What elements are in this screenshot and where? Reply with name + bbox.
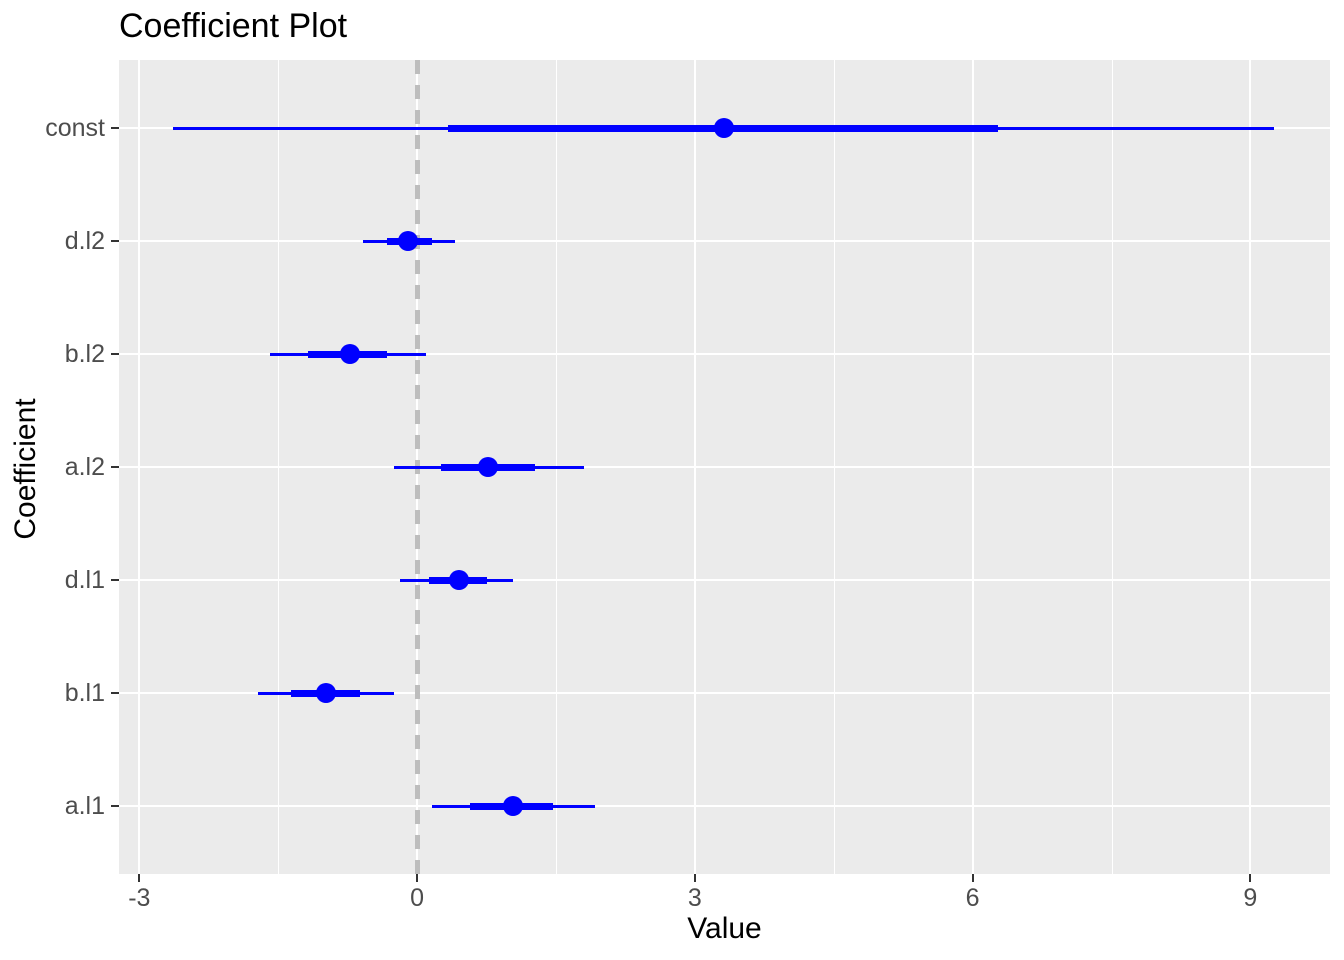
gridline-major-horizontal <box>119 352 1330 355</box>
gridline-major-horizontal <box>119 466 1330 468</box>
x-tick-mark <box>1249 874 1252 882</box>
gridline-major-horizontal <box>119 692 1330 695</box>
plot-panel <box>119 60 1330 874</box>
estimate-point <box>397 230 418 251</box>
y-tick-mark <box>111 352 119 355</box>
gridline-major-horizontal <box>119 579 1330 582</box>
x-tick-label: -3 <box>128 884 151 912</box>
y-tick-mark <box>111 805 119 808</box>
y-tick-label: a.l1 <box>64 792 105 821</box>
y-axis-label: Coefficient <box>9 398 42 540</box>
y-tick-label: a.l2 <box>64 453 105 481</box>
y-tick-label: d.l1 <box>64 566 105 595</box>
estimate-point <box>503 796 524 817</box>
y-tick-mark <box>111 239 119 242</box>
y-tick-mark <box>111 126 119 129</box>
plot-title: Coefficient Plot <box>119 7 348 45</box>
x-tick-label: 3 <box>687 884 702 912</box>
y-tick-mark <box>111 579 119 582</box>
gridline-major-horizontal <box>119 239 1330 242</box>
gridline-major-horizontal <box>119 805 1330 808</box>
y-tick-label: d.l2 <box>64 226 105 255</box>
estimate-point <box>478 457 499 477</box>
y-tick-label: b.l2 <box>64 339 105 368</box>
x-tick-label: 9 <box>1243 884 1258 912</box>
y-tick-mark <box>111 466 119 468</box>
x-tick-mark <box>416 874 419 882</box>
estimate-point <box>448 570 469 591</box>
estimate-point <box>339 343 360 364</box>
estimate-point <box>713 117 734 138</box>
estimate-point <box>316 683 337 704</box>
x-tick-label: 0 <box>410 884 425 912</box>
x-axis-label: Value <box>687 912 762 945</box>
y-tick-label: b.l1 <box>64 679 105 708</box>
y-tick-label: const <box>45 113 105 142</box>
y-tick-mark <box>111 692 119 695</box>
x-tick-mark <box>693 874 696 882</box>
x-tick-label: 6 <box>965 884 980 912</box>
x-tick-mark <box>138 874 141 882</box>
x-tick-mark <box>971 874 974 882</box>
